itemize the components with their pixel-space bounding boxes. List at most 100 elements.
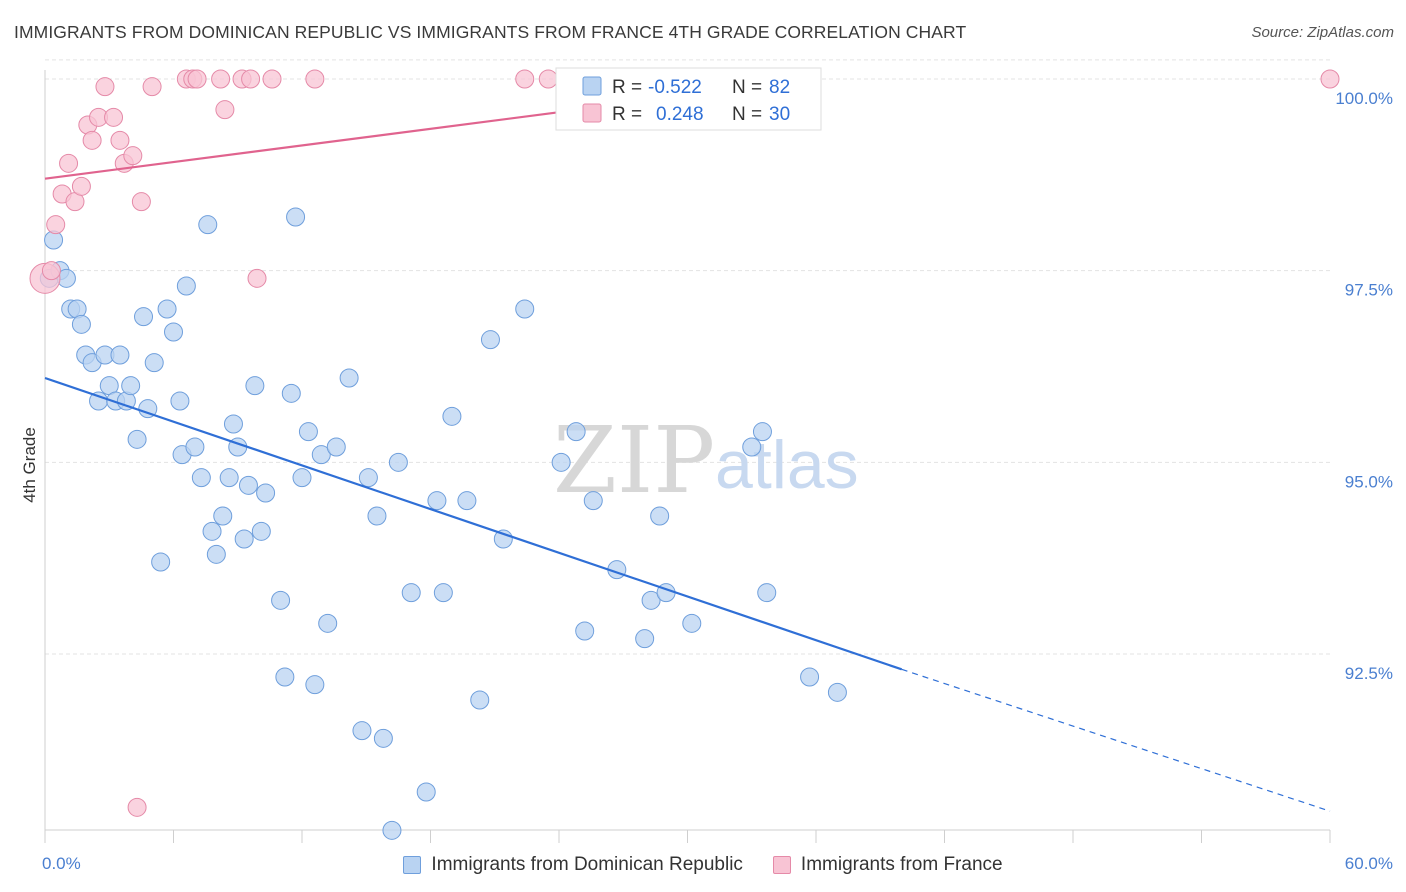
legend-label-france: Immigrants from France	[800, 854, 1003, 875]
data-point-dominican-republic	[752, 422, 772, 442]
data-point-dominican-republic	[238, 475, 258, 495]
data-point-dominican-republic	[234, 529, 254, 549]
data-point-dominican-republic	[388, 452, 408, 472]
data-point-dominican-republic	[144, 353, 164, 373]
trend-line-dominican-republic	[44, 376, 903, 671]
y-tick-label: 95.0%	[1345, 472, 1393, 491]
data-point-dominican-republic	[164, 322, 183, 342]
data-point-dominican-republic	[298, 422, 318, 442]
data-point-dominican-republic	[442, 406, 462, 426]
x-tick-label-min: 0.0%	[42, 854, 81, 873]
data-point-dominican-republic	[176, 276, 196, 296]
data-point-france	[131, 192, 151, 212]
data-point-dominican-republic	[256, 483, 276, 503]
data-point-dominican-republic	[223, 414, 243, 434]
data-point-dominican-republic	[382, 820, 402, 840]
data-point-dominican-republic	[682, 613, 702, 633]
data-point-dominican-republic	[121, 376, 141, 396]
data-point-france	[127, 797, 147, 817]
data-point-dominican-republic	[271, 590, 291, 610]
data-point-dominican-republic	[219, 468, 239, 488]
data-point-dominican-republic	[566, 422, 586, 442]
data-point-dominican-republic	[583, 491, 603, 511]
data-point-france	[46, 215, 66, 235]
labels-layer: 92.5% 95.0% 97.5% 100.0% 0.0% 60.0%	[42, 89, 1393, 873]
data-point-dominican-republic	[470, 690, 490, 710]
y-tick-label: 100.0%	[1335, 89, 1393, 108]
data-point-france	[95, 77, 115, 97]
legend-n-value-blue: 82	[769, 77, 790, 98]
data-point-dominican-republic	[202, 521, 222, 541]
legend-swatch-france	[772, 856, 791, 874]
data-point-dominican-republic	[198, 215, 218, 235]
data-point-france	[41, 261, 61, 281]
data-point-dominican-republic	[339, 368, 359, 388]
data-point-france	[123, 146, 143, 166]
data-point-dominican-republic	[311, 445, 331, 465]
y-tick-label: 97.5%	[1345, 281, 1393, 300]
data-point-dominican-republic	[650, 506, 670, 526]
source-label: Source: ZipAtlas.com	[1251, 24, 1394, 41]
legend-n-label-pink: N =	[732, 104, 762, 125]
y-tick-label: 92.5%	[1345, 664, 1393, 683]
data-point-dominican-republic	[367, 506, 387, 526]
data-point-dominican-republic	[800, 667, 820, 687]
data-point-dominican-republic	[427, 491, 447, 511]
data-point-dominican-republic	[286, 207, 306, 227]
legend-label-dominican-republic: Immigrants from Dominican Republic	[431, 854, 743, 875]
data-point-france	[110, 130, 130, 150]
data-point-dominican-republic	[127, 429, 147, 449]
data-point-france	[211, 69, 231, 89]
grid-layer	[45, 59, 1330, 655]
data-point-france	[142, 77, 162, 97]
data-point-dominican-republic	[281, 383, 301, 403]
bottom-legend: Immigrants from Dominican Republic Immig…	[0, 852, 1406, 878]
watermark: ZIP atlas	[553, 407, 859, 514]
legend-box: R = -0.522 N = 82 R = 0.248 N = 30	[555, 67, 822, 131]
data-point-dominican-republic	[352, 721, 372, 741]
data-point-france	[104, 107, 124, 127]
data-point-dominican-republic	[433, 583, 453, 603]
legend-item-dominican-republic: Immigrants from Dominican Republic	[403, 854, 743, 876]
legend-r-value-blue: -0.522	[648, 77, 702, 98]
data-point-dominican-republic	[318, 613, 338, 633]
data-point-dominican-republic	[157, 299, 177, 319]
legend-r-label-pink: R =	[612, 104, 642, 125]
data-point-france	[59, 153, 79, 173]
data-point-dominican-republic	[185, 437, 205, 457]
data-point-dominican-republic	[401, 583, 421, 603]
legend-swatch-blue	[582, 76, 602, 96]
data-point-france	[262, 69, 282, 89]
data-point-france	[538, 69, 558, 89]
legend-swatch-pink	[582, 103, 602, 123]
legend-n-value-pink: 30	[769, 104, 790, 125]
points-layer	[29, 69, 1340, 840]
x-tick-label-max: 60.0%	[1345, 854, 1393, 873]
data-point-dominican-republic	[275, 667, 295, 687]
data-point-dominican-republic	[457, 491, 477, 511]
data-point-dominican-republic	[213, 506, 233, 526]
legend-swatch-dominican-republic	[403, 856, 422, 874]
data-point-france	[71, 176, 91, 196]
data-point-dominican-republic	[206, 544, 226, 564]
data-point-dominican-republic	[515, 299, 535, 319]
trend-line-dominican-republic-extension	[901, 668, 1331, 812]
data-point-france	[215, 100, 235, 120]
legend-n-label-blue: N =	[732, 77, 762, 98]
data-point-dominican-republic	[358, 468, 378, 488]
data-point-dominican-republic	[71, 314, 91, 334]
data-point-dominican-republic	[110, 345, 130, 365]
data-point-dominican-republic	[151, 552, 171, 572]
data-point-dominican-republic	[191, 468, 211, 488]
data-point-dominican-republic	[827, 682, 847, 702]
legend-r-label-blue: R =	[612, 77, 642, 98]
axes-layer	[44, 70, 1331, 843]
chart-title: IMMIGRANTS FROM DOMINICAN REPUBLIC VS IM…	[14, 22, 967, 42]
data-point-dominican-republic	[138, 399, 158, 419]
data-point-dominican-republic	[635, 629, 655, 649]
data-point-france	[82, 130, 102, 150]
data-point-dominican-republic	[305, 675, 325, 695]
data-point-dominican-republic	[551, 452, 571, 472]
data-point-dominican-republic	[575, 621, 595, 641]
